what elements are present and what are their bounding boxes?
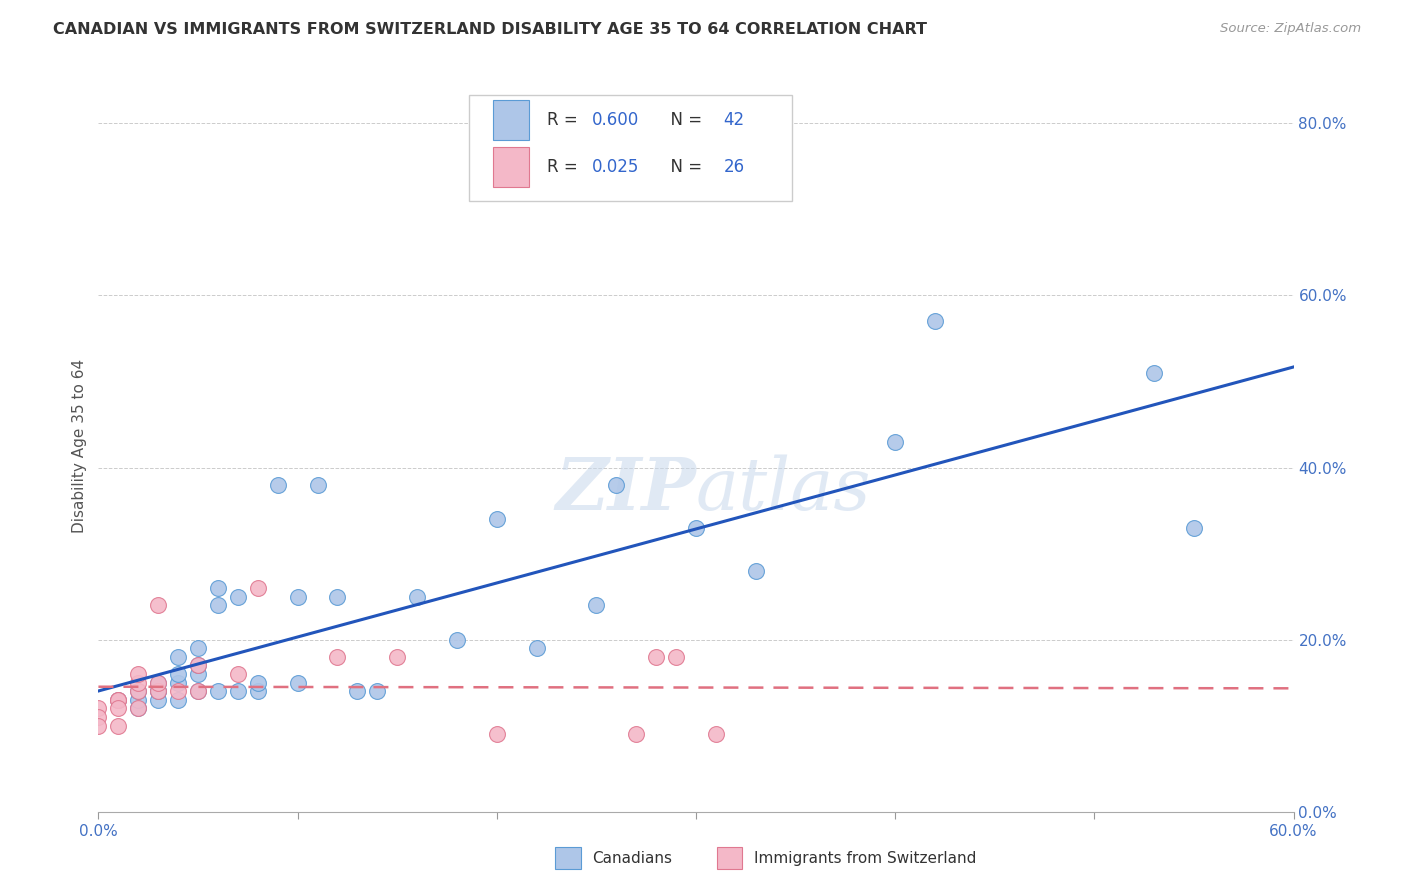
Point (127, 667, 149, 681)
Text: 26: 26 (724, 158, 745, 177)
Point (127, 701, 149, 715)
Point (446, 632, 468, 647)
Point (207, 581, 229, 595)
Point (167, 667, 190, 681)
Point (485, 512, 508, 526)
FancyBboxPatch shape (470, 95, 792, 201)
Point (326, 649, 349, 664)
Point (148, 684, 170, 698)
Text: CANADIAN VS IMMIGRANTS FROM SWITZERLAND DISABILITY AGE 35 TO 64 CORRELATION CHAR: CANADIAN VS IMMIGRANTS FROM SWITZERLAND … (53, 22, 928, 37)
Point (884, 434, 907, 449)
Text: ZIP: ZIP (555, 454, 696, 525)
Point (127, 675, 149, 690)
Point (187, 667, 209, 681)
Point (148, 684, 170, 698)
Point (127, 684, 149, 698)
Point (626, 727, 648, 741)
Text: Canadians: Canadians (592, 851, 672, 865)
FancyBboxPatch shape (494, 147, 529, 187)
Point (207, 598, 229, 612)
Point (148, 693, 170, 707)
Point (107, 693, 129, 707)
Point (107, 693, 129, 707)
Text: 42: 42 (724, 111, 745, 129)
Point (685, 521, 707, 535)
Y-axis label: Disability Age 35 to 64: Disability Age 35 to 64 (72, 359, 87, 533)
Text: N =: N = (661, 111, 707, 129)
Point (167, 675, 190, 690)
Point (287, 675, 309, 690)
Text: R =: R = (547, 158, 582, 177)
Point (346, 684, 368, 698)
Point (148, 675, 170, 690)
Text: R =: R = (547, 111, 582, 129)
Text: N =: N = (661, 158, 707, 177)
Text: atlas: atlas (696, 455, 872, 525)
Point (87, 719, 110, 733)
Point (187, 684, 209, 698)
Point (107, 701, 129, 715)
Point (485, 727, 508, 741)
Point (326, 590, 349, 604)
Point (127, 684, 149, 698)
Point (87, 710, 110, 724)
Point (226, 667, 249, 681)
Point (187, 641, 209, 656)
Point (167, 649, 190, 664)
Point (1143, 366, 1166, 380)
Text: Source: ZipAtlas.com: Source: ZipAtlas.com (1220, 22, 1361, 36)
Point (385, 649, 409, 664)
Point (1182, 521, 1205, 535)
Point (246, 684, 269, 698)
Point (226, 590, 249, 604)
FancyBboxPatch shape (494, 100, 529, 140)
Point (167, 684, 190, 698)
Point (148, 598, 170, 612)
Text: 0.600: 0.600 (592, 111, 640, 129)
Text: Immigrants from Switzerland: Immigrants from Switzerland (754, 851, 976, 865)
Point (745, 564, 768, 578)
Point (366, 684, 388, 698)
Point (526, 641, 548, 656)
Point (406, 590, 429, 604)
Point (167, 693, 190, 707)
Point (87, 701, 110, 715)
Point (107, 693, 129, 707)
Point (127, 693, 149, 707)
Point (246, 675, 269, 690)
Point (645, 649, 668, 664)
Point (924, 314, 946, 328)
Point (665, 649, 688, 664)
Text: 0.025: 0.025 (592, 158, 640, 177)
Point (187, 658, 209, 673)
Point (148, 684, 170, 698)
Point (127, 701, 149, 715)
Point (605, 477, 627, 491)
Point (267, 477, 290, 491)
Point (187, 658, 209, 673)
Point (148, 675, 170, 690)
Point (246, 581, 269, 595)
Point (307, 477, 329, 491)
Point (187, 684, 209, 698)
Point (704, 727, 727, 741)
Point (585, 598, 607, 612)
Point (207, 684, 229, 698)
Point (226, 684, 249, 698)
Point (107, 719, 129, 733)
Point (287, 590, 309, 604)
